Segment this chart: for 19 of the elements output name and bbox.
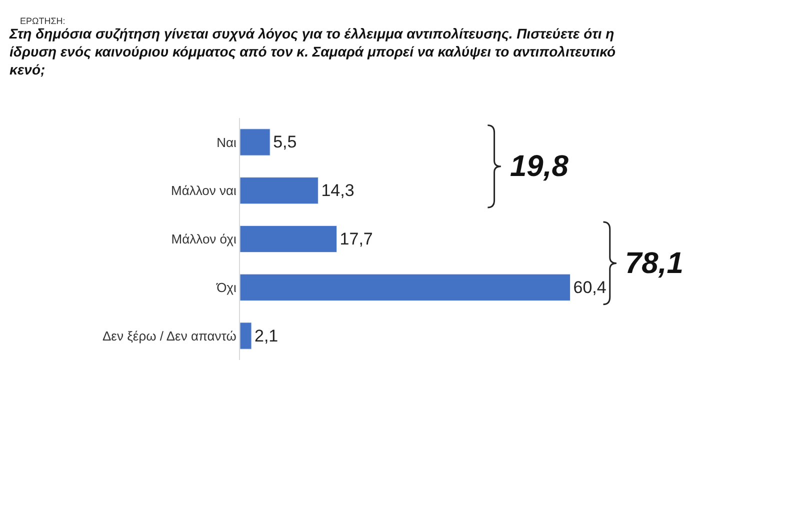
data-label: 5,5 bbox=[273, 132, 297, 152]
y-tick-label: Όχι bbox=[216, 280, 237, 295]
y-tick-label: Ναι bbox=[216, 134, 237, 150]
annotation: 19,8 bbox=[510, 150, 569, 183]
data-label: 14,3 bbox=[321, 181, 354, 200]
data-label: 17,7 bbox=[340, 230, 373, 248]
bar bbox=[240, 322, 252, 350]
text: 78,1 bbox=[625, 247, 684, 280]
bar bbox=[240, 225, 338, 253]
y-tick-label: Δεν ξέρω / Δεν απαντώ bbox=[102, 328, 236, 344]
bar bbox=[240, 274, 570, 301]
y-tick-label: Μάλλον ναι bbox=[170, 183, 236, 198]
data-label: 60,4 bbox=[573, 278, 606, 297]
bar bbox=[240, 128, 270, 156]
text: ΕΡΩΤΗΣΗ: bbox=[20, 16, 66, 26]
data-label: 2,1 bbox=[254, 326, 278, 346]
bar bbox=[240, 177, 318, 204]
chart-title: Στη δημόσια συζήτηση γίνεται συχνά λόγος για το έλλειμμα αντιπολίτευσης. Πιστεύετε ότι η ίδρυση ενός καινούριου κόμματος από τον κ. Σαμαρά μπορεί να καλύψει το αντιπολιτευτικό κενό; bbox=[8, 25, 616, 78]
y-tick-label: Μάλλον όχι bbox=[171, 232, 236, 247]
